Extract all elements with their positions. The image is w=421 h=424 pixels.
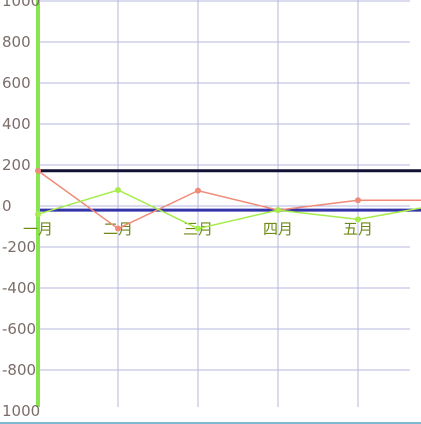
data-point <box>275 207 281 214</box>
y-tick-label: -800 <box>2 361 36 379</box>
y-tick-label: -400 <box>2 279 36 297</box>
data-point <box>115 187 121 194</box>
y-tick-label: -200 <box>2 238 36 256</box>
data-point <box>115 225 121 232</box>
bottom-divider <box>0 422 421 424</box>
y-tick-label: 800 <box>2 33 31 51</box>
series-line <box>37 189 421 230</box>
x-tick-label: 五月 <box>343 220 373 238</box>
data-point <box>195 225 201 232</box>
y-tick-label: 1000 <box>2 402 40 420</box>
series-line <box>37 170 421 230</box>
data-point <box>355 197 361 204</box>
x-tick-label: 一月 <box>23 220 53 238</box>
y-tick-label: 1000 <box>2 0 40 10</box>
data-point <box>355 216 361 223</box>
x-tick-label: 四月 <box>263 220 293 238</box>
y-tick-label: 400 <box>2 115 31 133</box>
y-tick-label: 600 <box>2 74 31 92</box>
data-point <box>195 187 201 194</box>
y-tick-label: 0 <box>2 197 12 215</box>
data-point <box>35 211 41 218</box>
y-tick-label: -600 <box>2 320 36 338</box>
data-point <box>35 167 41 174</box>
y-tick-label: 200 <box>2 156 31 174</box>
